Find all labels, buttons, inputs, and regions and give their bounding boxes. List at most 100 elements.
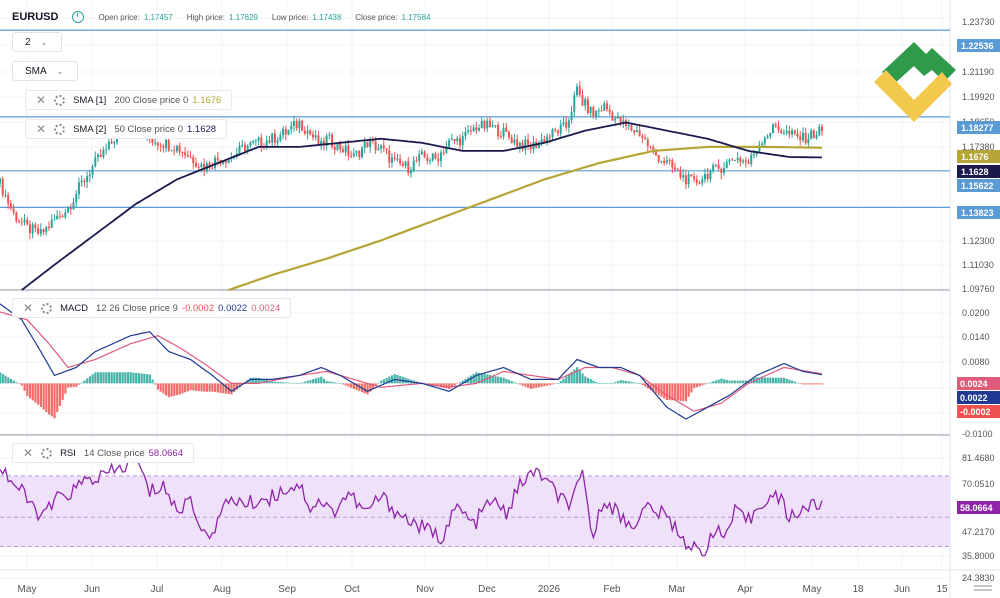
candle-body [597,110,600,112]
macd-histogram-bar [796,382,799,384]
candle-body [469,130,472,132]
macd-histogram-bar [499,377,503,384]
candle-body [442,152,445,154]
macd-histogram-bar [216,383,219,393]
macd-histogram-bar [777,377,780,384]
macd-histogram-bar [208,383,211,392]
candle-body [761,143,764,146]
candle-body [633,130,636,133]
gear-icon[interactable] [41,302,53,314]
close-icon[interactable]: ✕ [23,301,34,315]
macd-tag-label: 0.0024 [960,379,988,389]
candle-body [747,162,750,164]
macd-histogram-bar [483,373,486,384]
clock-icon[interactable] [72,11,85,23]
gear-icon[interactable] [41,447,53,459]
chart-type-value: SMA [25,65,47,77]
candle-body [15,212,18,221]
candle-body [540,139,543,143]
candle-body [548,136,551,138]
candle-body [543,139,546,143]
candle-body [516,139,519,147]
macd-histogram-bar [75,383,78,387]
close-icon[interactable]: ✕ [36,122,47,136]
macd-histogram-bar [619,380,622,384]
candle-body [782,133,785,135]
macd-signal-line [0,311,823,412]
price-tick-label: 1.19920 [962,92,995,102]
gear-icon[interactable] [54,123,66,135]
candle-body [390,157,393,163]
candle-body [257,137,260,141]
ohlc-high: High price: 1.17629 [187,13,258,22]
macd-histogram-bar [439,383,443,388]
gear-icon[interactable] [54,94,66,106]
sma1-legend[interactable]: ✕ SMA [1] 200 Close price 0 1.1676 [25,90,233,110]
macd-histogram-bar [390,375,394,384]
candle-body [554,129,557,131]
macd-tag [957,405,1000,418]
candle-body [461,136,464,146]
price-tag-label: 1.13823 [961,208,994,218]
candle-body [472,127,475,132]
macd-histogram-bar [369,383,372,392]
macd-histogram-bar [761,377,764,384]
candle-body [728,159,731,162]
macd-histogram-bar [554,383,557,384]
macd-histogram-bar [725,379,728,384]
macd-histogram-bar [497,376,500,384]
macd-histogram-bar [167,383,170,398]
macd-histogram-bar [690,383,693,393]
time-tick-label: Oct [344,584,360,595]
chevron-down-icon: ⌄ [56,66,64,76]
candle-body [605,103,608,110]
macd-histogram-bar [192,383,195,391]
close-icon[interactable]: ✕ [23,446,34,460]
macd-histogram-bar [548,383,552,386]
macd-histogram-bar [56,383,59,413]
candle-body [162,146,165,148]
symbol-name[interactable]: EURUSD [12,11,59,23]
candle-body [603,103,606,111]
close-icon[interactable]: ✕ [36,93,47,107]
candle-body [238,145,241,154]
price-tick-label: 1.17380 [962,142,995,152]
candle-body [567,120,570,128]
candle-body [412,160,415,171]
macd-legend[interactable]: ✕ MACD 12 26 Close price 9 -0.0002 0.002… [12,298,292,318]
candle-body [1,178,4,195]
sma2-legend[interactable]: ✕ SMA [2] 50 Close price 0 1.1628 [25,119,228,139]
macd-histogram-bar [812,383,816,385]
candle-body [586,99,589,113]
macd-histogram-bar [616,381,620,384]
candle-body [314,135,317,138]
macd-histogram-bar [665,383,669,401]
macd-histogram-bar [393,374,396,384]
macd-histogram-bar [145,374,149,384]
candle-body [107,141,110,149]
macd-histogram-bar [339,383,342,384]
candle-body [197,166,200,168]
macd-histogram-bar [502,377,505,384]
interval-select[interactable]: 2 ⌄ [12,32,62,52]
candle-body [475,127,478,131]
candle-body [429,160,432,162]
candle-body [396,158,399,160]
macd-histogram-bar [728,380,731,384]
low-value: 1.17438 [312,12,342,22]
candle-body [810,130,813,139]
time-tick-label: Jun [84,584,100,595]
candle-body [331,134,334,147]
macd-histogram-bar [818,383,821,385]
macd-histogram-bar [200,383,203,392]
macd-histogram-bar [638,383,641,384]
macd-histogram-bar [80,382,83,384]
time-tick-label: 2026 [538,584,561,595]
macd-histogram-bar [804,383,807,385]
candle-body [448,140,451,147]
candle-body [336,142,339,150]
macd-histogram-bar [731,380,734,384]
chart-type-select[interactable]: SMA ⌄ [12,61,78,81]
rsi-legend[interactable]: ✕ RSI 14 Close price 58.0664 [12,443,194,463]
